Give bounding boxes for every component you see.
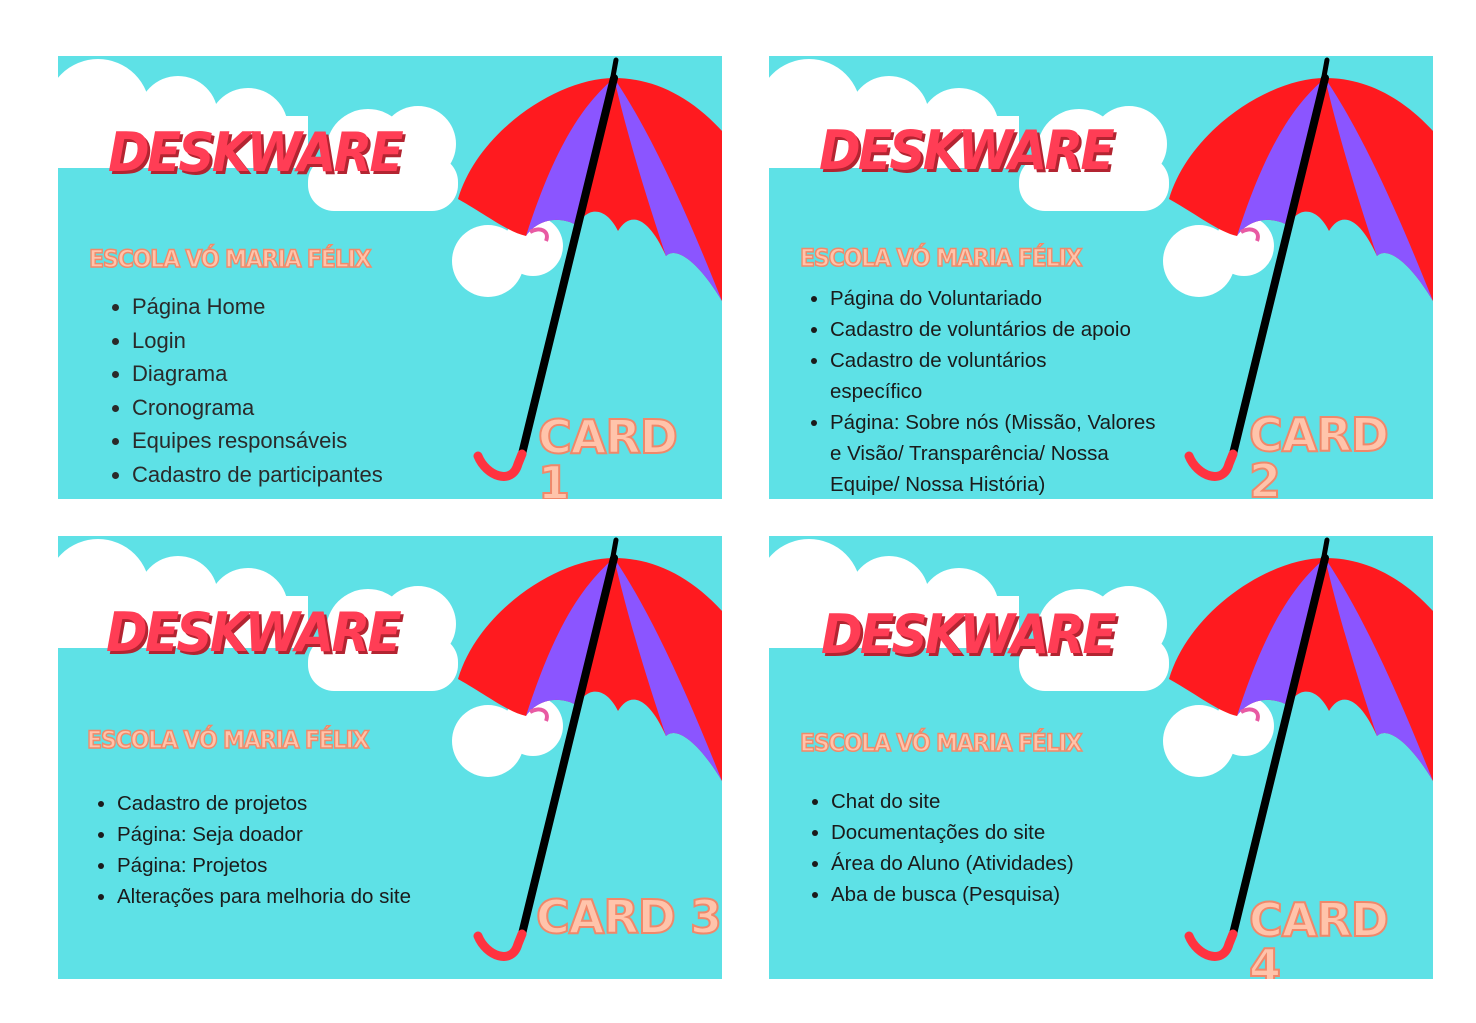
- card-label: CARD 4: [1248, 893, 1390, 979]
- list-item: Login: [132, 324, 383, 358]
- umbrella-illustration: [1169, 57, 1433, 481]
- cloud-decoration: [58, 59, 563, 297]
- list-item: Cadastro de voluntários específico: [830, 345, 1080, 407]
- school-name: ESCOLA VÓ MARIA FÉLIX: [86, 726, 370, 754]
- brand-title: DESKWARE: [821, 603, 1117, 666]
- list-item: Aba de busca (Pesquisa): [831, 879, 1074, 910]
- feature-list: Chat do site Documentações do site Área …: [801, 786, 1074, 910]
- cloud-decoration: [769, 59, 1274, 297]
- brand-title: DESKWARE: [819, 119, 1115, 182]
- school-name: ESCOLA VÓ MARIA FÉLIX: [799, 729, 1083, 757]
- list-item: Diagrama: [132, 357, 383, 391]
- list-item: Cadastro de projetos: [117, 788, 411, 819]
- feature-list: Página do Voluntariado Cadastro de volun…: [800, 283, 1190, 499]
- school-name: ESCOLA VÓ MARIA FÉLIX: [799, 244, 1083, 272]
- list-item: Área do Aluno (Atividades): [831, 848, 1074, 879]
- brand-title: DESKWARE: [106, 601, 402, 664]
- cloud-decoration: [58, 539, 563, 777]
- school-name: ESCOLA VÓ MARIA FÉLIX: [88, 245, 372, 273]
- list-item: Página Home: [132, 290, 383, 324]
- card-label: CARD 2: [1248, 408, 1390, 499]
- list-item: Alterações para melhoria do site: [117, 881, 411, 912]
- card-2: DESKWARE ESCOLA VÓ MARIA FÉLIX Página do…: [769, 56, 1433, 499]
- list-item: Documentações do site: [831, 817, 1074, 848]
- cloud-decoration: [769, 539, 1274, 777]
- feature-list: Cadastro de projetos Página: Seja doador…: [87, 788, 411, 912]
- list-item: Equipes responsáveis: [132, 424, 383, 458]
- card-4: DESKWARE ESCOLA VÓ MARIA FÉLIX Chat do s…: [769, 536, 1433, 979]
- umbrella-illustration: [458, 57, 722, 481]
- card-1: DESKWARE ESCOLA VÓ MARIA FÉLIX Página Ho…: [58, 56, 722, 499]
- umbrella-illustration: [458, 537, 722, 961]
- feature-list: Página Home Login Diagrama Cronograma Eq…: [102, 290, 383, 491]
- umbrella-illustration: [1169, 537, 1433, 961]
- list-item: Página: Sobre nós (Missão, Valores e Vis…: [830, 407, 1160, 499]
- list-item: Cronograma: [132, 391, 383, 425]
- card-label: CARD 3: [535, 890, 722, 944]
- card-3: DESKWARE ESCOLA VÓ MARIA FÉLIX Cadastro …: [58, 536, 722, 979]
- list-item: Página: Projetos: [117, 850, 411, 881]
- brand-title: DESKWARE: [108, 121, 404, 184]
- list-item: Cadastro de voluntários de apoio: [830, 314, 1190, 345]
- card-label: CARD 1: [537, 410, 679, 499]
- list-item: Página: Seja doador: [117, 819, 411, 850]
- list-item: Cadastro de participantes: [132, 458, 383, 492]
- list-item: Chat do site: [831, 786, 1074, 817]
- list-item: Página do Voluntariado: [830, 283, 1190, 314]
